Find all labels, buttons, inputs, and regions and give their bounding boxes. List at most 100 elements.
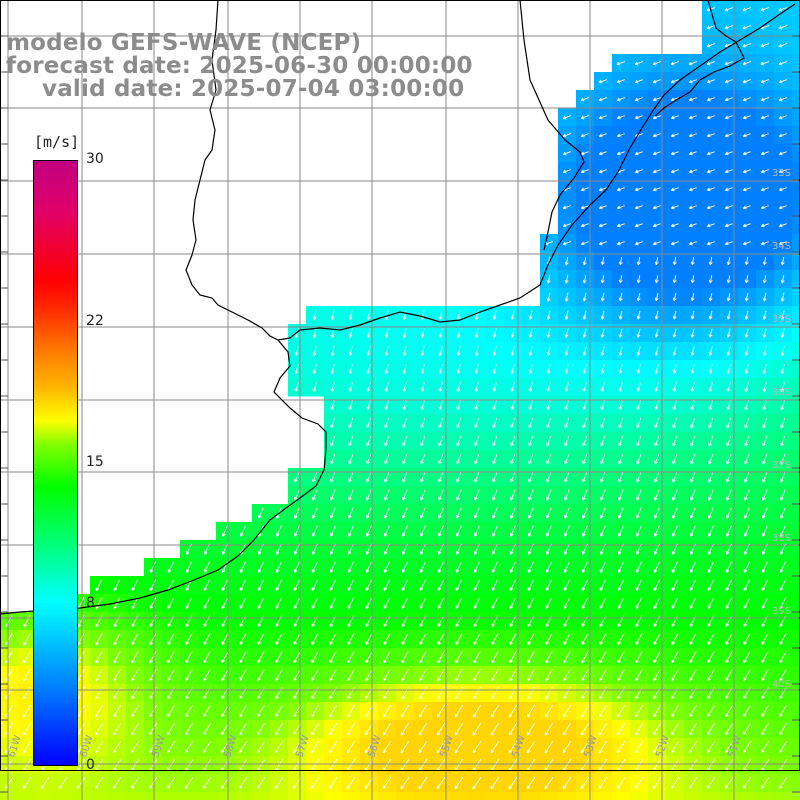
wind-arrow [654,257,659,266]
field-cell [252,792,271,800]
wind-arrow [724,187,733,192]
wind-arrow [636,257,641,266]
wind-arrow [670,223,679,228]
wind-arrow [724,151,733,156]
wind-arrow [312,328,317,339]
wind-arrow [634,151,643,156]
wind-arrow [778,187,787,192]
wind-arrow [708,275,713,284]
wind-arrow [616,187,625,192]
wind-arrow [672,257,677,266]
wind-arrow [724,169,733,174]
wind-arrow [744,257,749,266]
wind-arrow [742,61,752,66]
wind-arrow [670,133,679,138]
wind-arrow [706,169,715,174]
field-cell [414,792,433,800]
wind-arrow [562,133,572,138]
wind-arrow [580,151,589,156]
wind-arrow [762,292,767,302]
field-cell [792,72,800,91]
colorbar-tick-15: 15 [86,454,104,470]
wind-arrow [580,169,589,174]
wind-arrow [744,292,749,302]
wind-arrow [456,328,461,338]
wind-arrow [688,169,697,174]
field-cell [792,792,800,800]
field-cell [684,792,703,800]
wind-arrow [744,310,749,320]
wind-arrow [778,133,787,138]
field-cell [486,792,505,800]
wind-arrow [760,115,769,120]
wind-arrow [652,151,661,156]
field-cell [792,702,800,721]
wind-arrow [636,310,641,320]
wind-arrow [742,241,751,246]
wind-arrow [402,310,407,321]
field-cell [792,504,800,523]
field-cell [792,126,800,145]
wind-arrow [706,25,716,30]
wind-arrow [582,310,587,320]
wind-arrow [652,187,661,192]
field-cell [792,306,800,325]
wind-arrow [456,310,461,320]
colorbar-tick-22: 22 [86,312,104,329]
wind-arrow [582,292,587,302]
wind-arrow [598,187,607,192]
field-cell [270,792,289,800]
wind-arrow [744,275,749,284]
field-cell [792,90,800,109]
wind-arrow [616,151,625,156]
field-cell [612,792,631,800]
field-cell [792,36,800,55]
wind-arrow [672,310,677,320]
wind-arrow [760,223,769,228]
wind-arrow [708,257,713,266]
field-cell [792,666,800,685]
wind-arrow [706,151,715,156]
wind-arrow [778,241,787,246]
latitude-label: 38S [772,533,791,544]
field-cell [72,792,91,800]
wind-arrow [760,61,770,66]
wind-arrows [4,7,788,790]
wind-arrow [760,79,770,84]
field-cell [792,720,800,739]
wind-arrow [706,97,715,102]
field-cell [396,792,415,800]
colorbar-tick-0: 0 [86,757,95,773]
wind-arrow [580,205,589,210]
wind-arrow [598,241,607,246]
wind-arrow [598,79,608,84]
field-cell [792,162,800,181]
wind-arrow [618,292,623,302]
wind-arrow [438,310,443,321]
wind-arrow [634,187,643,192]
wind-arrow [778,79,788,84]
wind-arrow [616,97,625,102]
wind-arrow [652,61,662,66]
wind-arrow [670,79,679,84]
field-cell [792,324,800,343]
wind-arrow [564,292,569,302]
wind-arrow [616,205,625,210]
wind-arrow [724,25,734,30]
field-cell [792,270,800,289]
wind-arrow [634,205,643,210]
wind-arrow [546,292,551,302]
wind-arrow [652,241,661,246]
wind-arrow [652,205,661,210]
field-cell [792,558,800,577]
wind-arrow [688,151,697,156]
field-cell [792,756,800,775]
wind-arrow [562,169,571,174]
field-cell [18,792,37,800]
wind-arrow [742,169,751,174]
wind-arrow [690,257,695,266]
wind-arrow [742,7,752,12]
wind-arrow [778,169,787,174]
wind-arrow [672,293,677,302]
